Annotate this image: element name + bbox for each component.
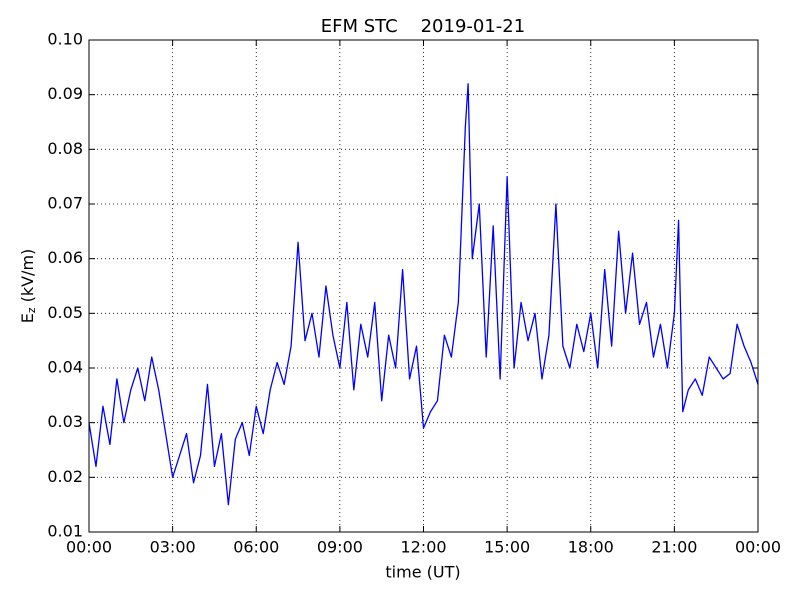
y-tick-label: 0.09 <box>47 84 83 103</box>
y-tick-label: 0.10 <box>47 30 83 49</box>
x-tick-label: 00:00 <box>735 538 781 557</box>
y-tick-label: 0.01 <box>47 522 83 541</box>
x-tick-label: 03:00 <box>150 538 196 557</box>
y-tick-label: 0.04 <box>47 358 83 377</box>
y-axis-label: Ez (kV/m) <box>18 249 39 324</box>
y-tick-label: 0.06 <box>47 248 83 267</box>
x-tick-label: 18:00 <box>568 538 614 557</box>
x-tick-label: 00:00 <box>66 538 112 557</box>
x-tick-label: 06:00 <box>233 538 279 557</box>
plot-frame <box>88 39 759 533</box>
x-axis-label: time (UT) <box>385 563 460 582</box>
y-label-main: E <box>18 313 37 323</box>
y-tick-label: 0.05 <box>47 303 83 322</box>
x-tick-label: 09:00 <box>317 538 363 557</box>
y-tick-label: 0.02 <box>47 467 83 486</box>
x-tick-label: 15:00 <box>484 538 530 557</box>
y-label-unit: (kV/m) <box>18 249 37 303</box>
data-line <box>88 83 759 506</box>
y-tick-label: 0.08 <box>47 139 83 158</box>
x-tick-label: 21:00 <box>651 538 697 557</box>
x-tick-label: 12:00 <box>400 538 446 557</box>
y-tick-label: 0.07 <box>47 194 83 213</box>
y-label-subscript: z <box>25 307 38 313</box>
chart-title: EFM STC 2019-01-21 <box>321 16 525 37</box>
y-tick-label: 0.03 <box>47 412 83 431</box>
